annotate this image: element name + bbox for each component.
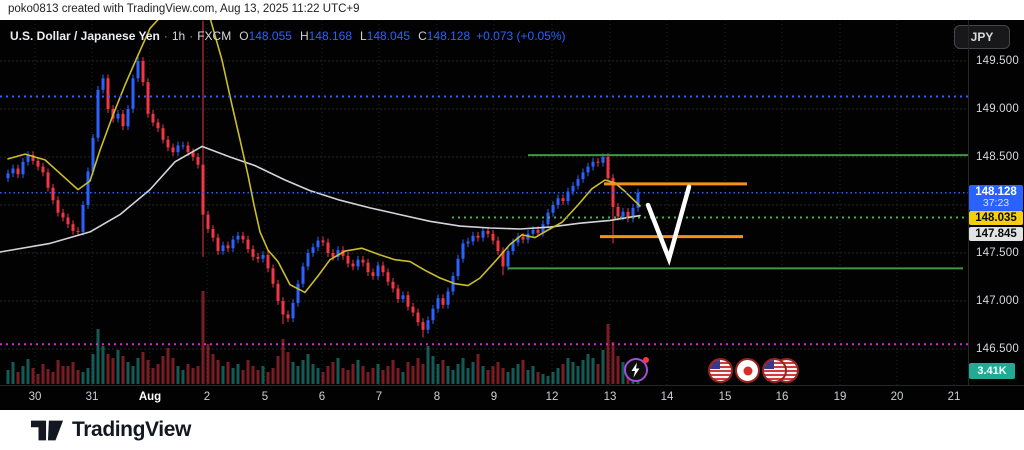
symbol-legend: U.S. Dollar / Japanese Yen · 1h · FXCM O148.0… <box>10 29 566 43</box>
symbol-title[interactable]: U.S. Dollar / Japanese Yen <box>10 29 160 43</box>
time-tick-label: Aug <box>138 391 162 403</box>
notification-dot <box>643 357 649 363</box>
alert-price-badge[interactable]: 148.035 <box>969 211 1023 225</box>
price-tick-label: 147.000 <box>976 295 1019 307</box>
time-tick-label: 8 <box>433 391 441 403</box>
time-tick-label: 6 <box>318 391 326 403</box>
ohlc-open: O148.055 <box>239 29 292 43</box>
tradingview-logo[interactable]: TradingView <box>30 418 191 442</box>
japan-flag-event-icon[interactable] <box>735 358 760 383</box>
time-tick-label: 13 <box>603 391 617 403</box>
time-tick-label: 30 <box>28 391 42 403</box>
ohlc-close: C148.128 <box>418 29 471 43</box>
attribution-text: poko0813 created with TradingView.com, A… <box>8 3 360 15</box>
time-tick-label: 5 <box>261 391 269 403</box>
us-flag-icon <box>708 358 733 383</box>
time-tick-label: 7 <box>375 391 383 403</box>
time-tick-label: 12 <box>545 391 559 403</box>
exchange-label: FXCM <box>197 29 232 43</box>
time-tick-label: 9 <box>490 391 498 403</box>
legend-separator: · <box>163 29 168 43</box>
us-flag-icon <box>762 358 787 383</box>
currency-toggle-button[interactable]: JPY <box>954 25 1010 49</box>
price-tick-label: 148.500 <box>976 151 1019 163</box>
last-price-value: 148.128 <box>975 186 1017 198</box>
time-tick-label: 31 <box>85 391 99 403</box>
price-tick-label: 147.500 <box>976 247 1019 259</box>
legend-separator: · <box>189 29 194 43</box>
price-tick-label: 149.000 <box>976 103 1019 115</box>
economic-events-icon[interactable] <box>623 357 649 388</box>
last-price-badge: 148.128 37:23 <box>969 185 1023 211</box>
time-scale[interactable]: 30 31 Aug 2 5 6 7 8 9 12 13 14 15 16 19 20 21 <box>0 385 1024 411</box>
tradingview-logo-text: TradingView <box>72 418 191 441</box>
japan-flag-icon <box>735 358 760 383</box>
price-tick-label: 146.500 <box>976 343 1019 355</box>
tradingview-logo-icon <box>30 420 64 440</box>
us-flag-pair-event-icon[interactable] <box>762 358 799 383</box>
time-tick-label: 21 <box>947 391 961 403</box>
price-tick-label: 149.500 <box>976 55 1019 67</box>
time-tick-label: 14 <box>660 391 674 403</box>
time-tick-label: 16 <box>775 391 789 403</box>
bottom-bar: TradingView <box>0 410 1024 450</box>
us-flag-event-icon[interactable] <box>708 358 733 383</box>
time-tick-label: 15 <box>718 391 732 403</box>
price-scale[interactable]: 148.128 37:23 148.035 147.845 3.41K 149.… <box>968 20 1024 385</box>
time-tick-label: 2 <box>203 391 211 403</box>
bar-countdown: 37:23 <box>982 197 1010 209</box>
drawing-price-badge[interactable]: 147.845 <box>969 226 1023 241</box>
volume-badge: 3.41K <box>969 363 1015 379</box>
ohlc-low: L148.045 <box>360 29 411 43</box>
time-tick-label: 20 <box>890 391 904 403</box>
price-change: +0.073 (+0.05%) <box>476 29 566 43</box>
ohlc-high: H148.168 <box>299 29 353 43</box>
timeframe-label[interactable]: 1h <box>171 29 186 43</box>
time-tick-label: 19 <box>833 391 847 403</box>
lightning-icon <box>631 362 640 378</box>
